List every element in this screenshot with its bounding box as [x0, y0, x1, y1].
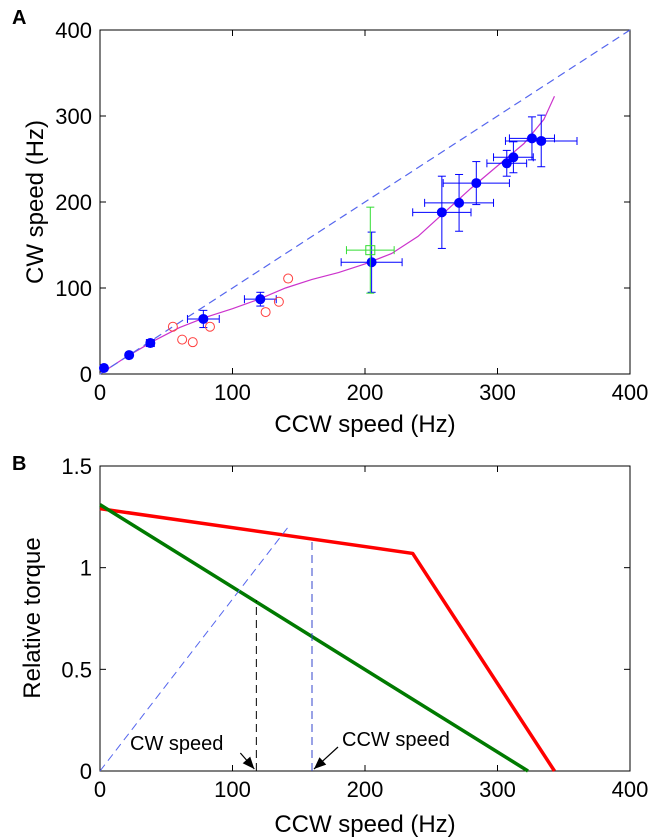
- data-point-blue: [526, 133, 537, 144]
- panel-a-x-tick-label: 0: [94, 380, 106, 405]
- data-point-red-open: [260, 307, 271, 318]
- panel-a-x-tick-label: 300: [479, 380, 516, 405]
- data-point-blue: [454, 197, 465, 208]
- data-point-blue: [536, 135, 547, 146]
- panel-b: B CCW speed (Hz) Relative torque 0 100 200…: [12, 453, 648, 838]
- data-point-red-open: [167, 321, 178, 332]
- data-point-blue: [145, 338, 156, 349]
- data-point-blue: [198, 313, 209, 324]
- panel-b-x-tick-label: 200: [347, 777, 384, 802]
- data-point-blue: [98, 362, 109, 373]
- model-fit-line: [99, 95, 556, 375]
- panel-b-label: B: [12, 453, 26, 475]
- panel-b-y-axis-label: Relative torque: [19, 537, 46, 698]
- data-point-red-open: [177, 334, 188, 345]
- panel-a-y-tick-label: 400: [55, 18, 92, 43]
- panel-b-y-ticks: 0 0.5 1 1.5: [61, 454, 630, 784]
- data-point-blue: [508, 152, 519, 163]
- cw-speed-arrow-head: [242, 756, 255, 769]
- panel-b-x-tick-label: 300: [479, 777, 516, 802]
- panel-a-label: A: [12, 7, 26, 29]
- ccw-torque-curve: [99, 506, 556, 772]
- data-point-red-open: [204, 321, 215, 332]
- panel-b-plot-area: [99, 503, 556, 773]
- data-point-blue: [255, 294, 266, 305]
- panel-b-plot-frame: [99, 465, 631, 772]
- panel-a: A CCW speed (Hz) CW speed (Hz) 0 100 200 30…: [12, 7, 648, 438]
- panel-a-y-ticks: 0 100 200 300 400: [55, 18, 630, 387]
- cw-speed-annotation: CW speed: [130, 733, 223, 755]
- data-point-blue: [124, 350, 135, 361]
- data-point-red-open: [187, 337, 198, 348]
- panel-a-x-ticks: 0 100 200 300 400: [94, 30, 648, 405]
- data-point-blue: [501, 158, 512, 169]
- panel-a-y-tick-label: 300: [55, 104, 92, 129]
- panel-b-y-tick-label: 1.5: [61, 454, 92, 479]
- panel-b-x-tick-label: 0: [94, 777, 106, 802]
- data-point-blue: [471, 178, 482, 189]
- data-point-green-square: [365, 245, 376, 256]
- cw-torque-curve: [99, 503, 529, 773]
- data-point-red-open: [273, 296, 284, 307]
- identity-dashed-line: [99, 29, 631, 375]
- panel-a-x-tick-label: 400: [612, 380, 649, 405]
- panel-b-x-tick-label: 400: [612, 777, 649, 802]
- panel-a-x-tick-label: 200: [347, 380, 384, 405]
- ccw-speed-annotation: CCW speed: [342, 729, 450, 751]
- panel-b-y-tick-label: 0: [80, 759, 92, 784]
- panel-a-plot-area: [98, 29, 631, 375]
- panel-b-x-axis-label: CCW speed (Hz): [274, 811, 455, 838]
- panel-b-y-tick-label: 0.5: [61, 657, 92, 682]
- panel-a-x-tick-label: 100: [214, 380, 251, 405]
- panel-b-y-tick-label: 1: [80, 556, 92, 581]
- data-point-blue: [436, 207, 447, 218]
- panel-a-y-axis-label: CW speed (Hz): [22, 120, 49, 284]
- panel-a-y-tick-label: 100: [55, 276, 92, 301]
- panel-b-x-ticks: 0 100 200 300 400: [94, 466, 648, 802]
- ccw-speed-arrow-head: [314, 757, 327, 769]
- data-point-red-open: [283, 273, 294, 284]
- panel-a-x-axis-label: CCW speed (Hz): [274, 411, 455, 438]
- data-point-blue: [366, 257, 377, 268]
- panel-b-x-tick-label: 100: [214, 777, 251, 802]
- panel-a-y-tick-label: 0: [80, 362, 92, 387]
- panel-a-y-tick-label: 200: [55, 190, 92, 215]
